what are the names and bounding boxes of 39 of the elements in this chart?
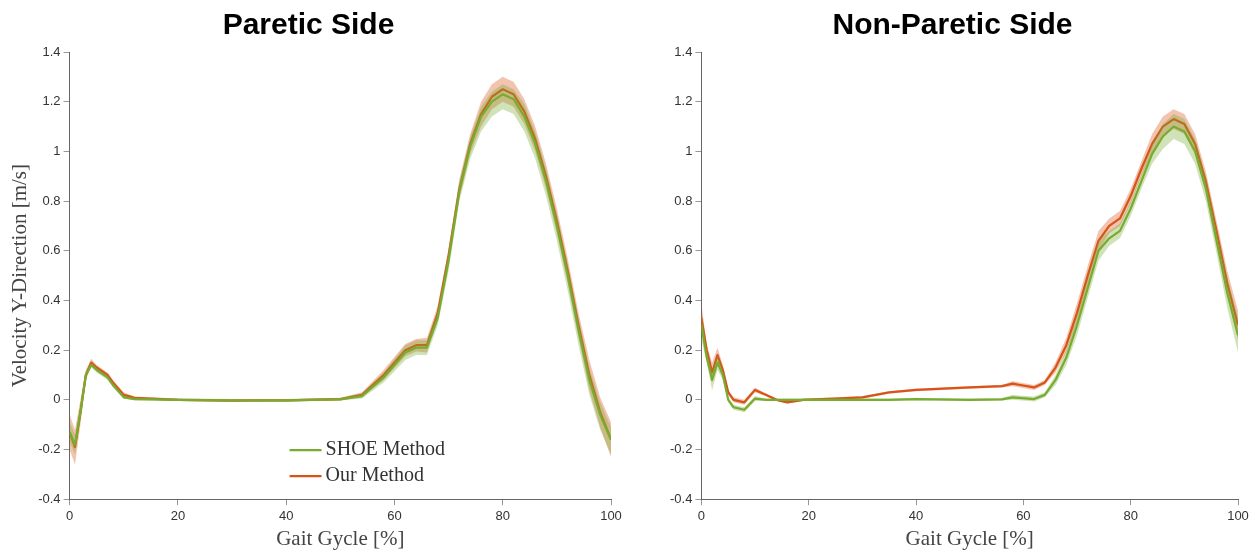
y-tick-label: 1.4	[674, 43, 693, 59]
y-tick-label: -0.2	[38, 441, 61, 457]
chart-title: Paretic Side	[222, 7, 395, 41]
x-tick-label: 0	[697, 507, 706, 523]
y-tick-label: 0.8	[42, 192, 61, 208]
y-tick-label: 0	[53, 391, 61, 407]
y-tick-label: 1.2	[674, 93, 693, 109]
y-tick-label: 0.2	[42, 341, 61, 357]
y-tick-label: -0.4	[669, 490, 693, 506]
x-tick-label: 60	[1016, 507, 1031, 523]
y-tick-label: 0.2	[674, 341, 693, 357]
y-tick-label: 1.4	[42, 43, 61, 59]
x-axis-title: Gait Gycle [%]	[276, 525, 405, 550]
x-tick-label: 80	[1123, 507, 1138, 523]
y-tick-label: 1	[53, 142, 61, 158]
x-tick-label: 80	[495, 507, 510, 523]
y-tick-label: 0.6	[674, 242, 693, 258]
y-tick-label: 0.6	[42, 242, 61, 258]
x-tick-label: 20	[801, 507, 816, 523]
chart-title: Non-Paretic Side	[832, 7, 1073, 41]
x-tick-label: 60	[387, 507, 402, 523]
x-tick-label: 100	[1227, 507, 1249, 523]
y-axis-title: Velocity Y-Direction [m/s]	[7, 164, 32, 388]
x-axis-title: Gait Gycle [%]	[905, 525, 1034, 550]
y-tick-label: 0.4	[42, 292, 61, 308]
y-tick-label: -0.4	[38, 490, 61, 506]
y-tick-label: 0	[685, 391, 693, 407]
y-tick-label: 1.2	[42, 93, 61, 109]
x-tick-label: 0	[65, 507, 74, 523]
legend-label: SHOE Method	[325, 437, 446, 460]
x-tick-label: 40	[278, 507, 294, 523]
x-tick-label: 20	[170, 507, 186, 523]
legend-label: Our Method	[325, 463, 424, 486]
x-tick-label: 100	[600, 507, 622, 523]
y-tick-label: -0.2	[669, 441, 693, 457]
y-tick-label: 0.8	[674, 192, 693, 208]
x-tick-label: 40	[908, 507, 924, 523]
y-tick-label: 1	[685, 142, 693, 158]
y-tick-label: 0.4	[674, 292, 693, 308]
